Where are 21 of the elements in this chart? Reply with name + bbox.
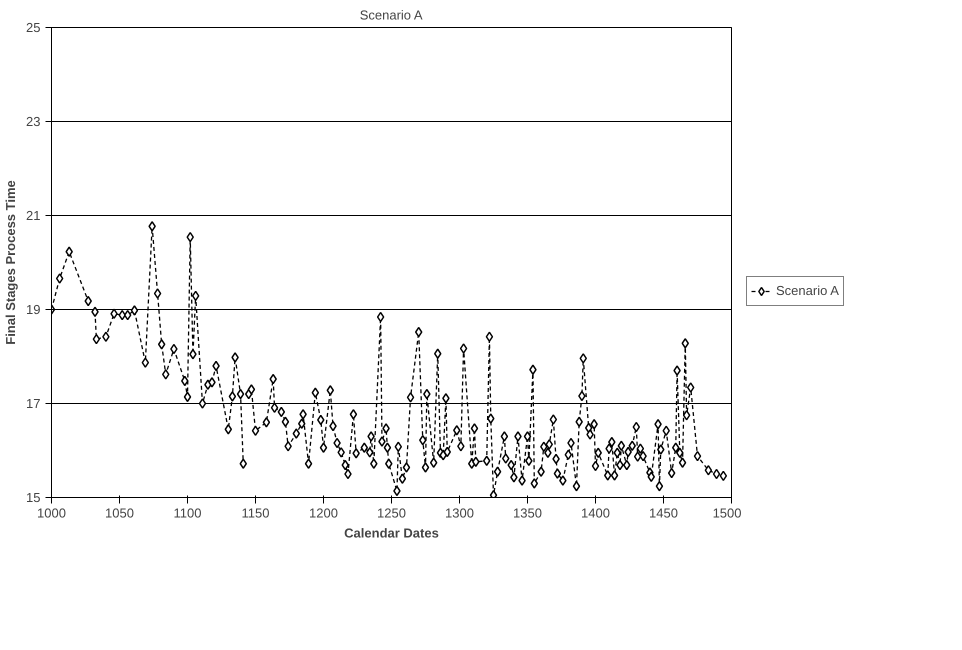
- y-axis-title: Final Stages Process Time: [3, 180, 18, 345]
- x-tick-label: 1500: [712, 506, 742, 520]
- x-tick-label: 1450: [649, 506, 678, 520]
- x-tick-label: 1100: [174, 506, 202, 520]
- y-tick-label: 21: [26, 208, 41, 223]
- x-axis-title: Calendar Dates: [344, 526, 439, 540]
- chart-title: Scenario A: [360, 8, 423, 22]
- x-tick-label: 1200: [309, 506, 338, 520]
- y-tick-label: 23: [26, 114, 41, 129]
- y-tick-label: 17: [26, 396, 41, 411]
- x-tick-label: 1400: [581, 506, 610, 520]
- y-tick-label: 19: [26, 302, 41, 317]
- legend-label: Scenario A: [776, 283, 839, 298]
- x-tick-label: 1350: [513, 506, 542, 520]
- x-tick-label: 1250: [377, 506, 406, 520]
- y-tick-label: 25: [26, 20, 41, 35]
- x-tick-label: 1000: [37, 506, 66, 520]
- y-tick-label: 15: [26, 490, 41, 505]
- x-tick-label: 1050: [105, 506, 134, 520]
- x-tick-label: 1150: [242, 506, 270, 520]
- x-tick-label: 1300: [445, 506, 474, 520]
